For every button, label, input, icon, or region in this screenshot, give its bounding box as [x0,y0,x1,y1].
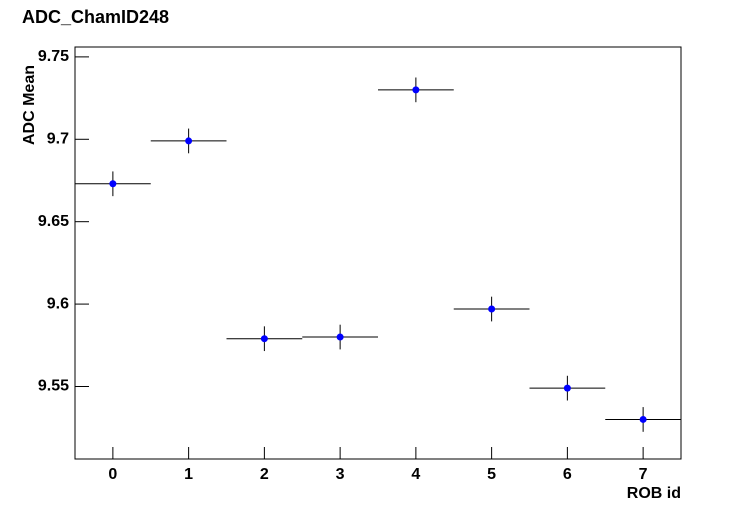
x-tick-label: 1 [184,466,193,483]
y-axis-label: ADC Mean [21,65,38,145]
chart-title: ADC_ChamID248 [22,7,169,27]
x-tick-label: 4 [411,466,420,483]
point [260,335,268,343]
y-tick-label: 9.65 [38,213,69,230]
y-tick-label: 9.75 [38,48,69,65]
point [412,86,420,94]
point [563,384,571,392]
y-tick-label: 9.7 [47,131,69,148]
plot-frame [74,46,682,460]
x-tick-label: 2 [260,466,269,483]
point [488,305,496,313]
x-tick-label: 6 [563,466,572,483]
y-tick-label: 9.55 [38,378,69,395]
x-axis-label: ROB id [627,485,681,502]
y-tick-label: 9.6 [47,295,69,312]
x-tick-label: 7 [639,466,648,483]
x-tick-label: 0 [108,466,117,483]
x-tick-label: 5 [487,466,496,483]
point [185,137,193,145]
point [336,333,344,341]
point [109,180,117,188]
x-tick-label: 3 [336,466,345,483]
point [639,415,647,423]
